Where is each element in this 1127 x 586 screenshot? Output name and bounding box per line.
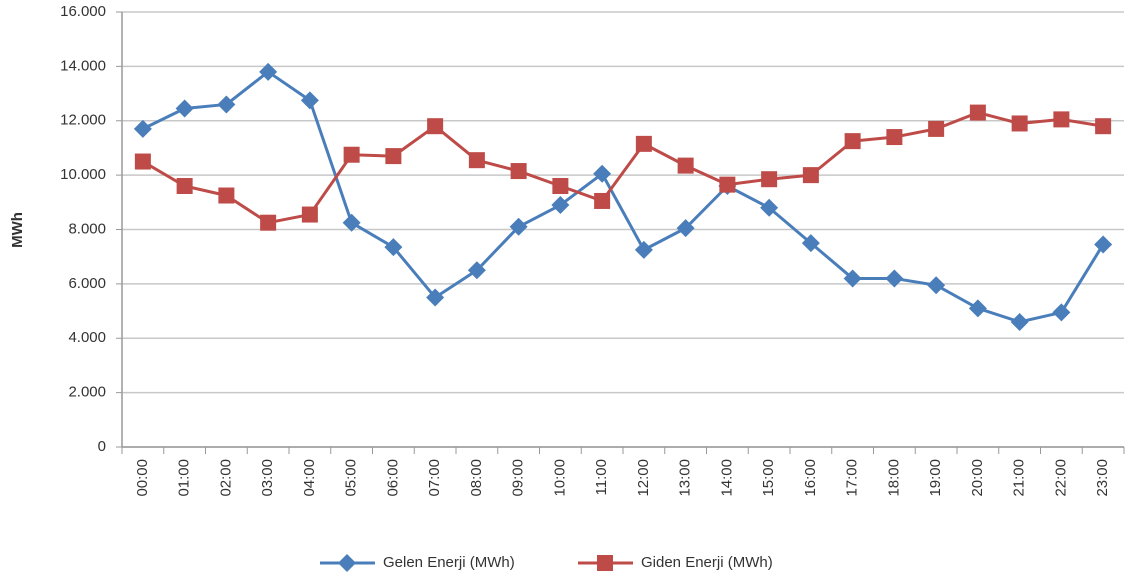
- data-point: [509, 217, 528, 236]
- x-tick-label: 02:00: [217, 459, 234, 497]
- data-point: [802, 167, 819, 184]
- data-point: [427, 118, 444, 135]
- data-point: [1053, 111, 1070, 128]
- y-tick-label: 8.000: [68, 220, 106, 237]
- x-tick-label: 18:00: [885, 459, 902, 497]
- y-tick-label: 14.000: [60, 57, 106, 74]
- x-tick-label: 03:00: [259, 459, 276, 497]
- data-point: [426, 288, 445, 307]
- data-point: [760, 198, 779, 217]
- legend-marker: [338, 554, 356, 572]
- x-tick-label: 01:00: [176, 459, 193, 497]
- x-tick-label: 09:00: [510, 459, 527, 497]
- data-point: [635, 135, 652, 152]
- x-tick-label: 23:00: [1094, 459, 1111, 497]
- x-tick-label: 12:00: [635, 459, 652, 497]
- data-point: [677, 157, 694, 174]
- data-point: [1095, 118, 1112, 135]
- series-line: [142, 111, 1104, 225]
- data-point: [1052, 303, 1071, 322]
- data-point: [886, 129, 903, 146]
- data-point: [551, 196, 570, 215]
- data-point: [844, 133, 861, 150]
- x-tick-label: 07:00: [426, 459, 443, 497]
- x-tick-label: 14:00: [718, 459, 735, 497]
- data-point: [885, 269, 904, 288]
- x-tick-label: 17:00: [844, 459, 861, 497]
- data-point: [343, 146, 360, 163]
- x-tick-label: 21:00: [1011, 459, 1028, 497]
- data-point: [552, 178, 569, 194]
- data-point: [259, 62, 278, 81]
- series-line: [142, 70, 1105, 324]
- y-tick-label: 12.000: [60, 112, 106, 129]
- x-tick-label: 06:00: [384, 459, 401, 497]
- y-tick-label: 6.000: [68, 275, 106, 292]
- data-point: [634, 240, 653, 259]
- y-tick-label: 0: [98, 438, 106, 455]
- data-point: [1010, 312, 1029, 331]
- x-tick-label: 00:00: [134, 459, 151, 497]
- data-point: [301, 206, 318, 223]
- data-point: [467, 261, 486, 280]
- x-tick-label: 05:00: [343, 459, 360, 497]
- data-point: [385, 148, 402, 165]
- x-tick-label: 20:00: [969, 459, 986, 497]
- data-point: [134, 153, 151, 170]
- data-point: [175, 99, 194, 118]
- data-point: [843, 269, 862, 288]
- data-point: [260, 214, 277, 231]
- data-point: [218, 187, 235, 204]
- data-point: [593, 164, 612, 183]
- x-tick-label: 11:00: [593, 459, 610, 495]
- y-tick-label: 16.000: [60, 3, 106, 20]
- data-point: [761, 171, 778, 188]
- data-point: [1094, 235, 1113, 254]
- y-tick-label: 4.000: [68, 329, 106, 346]
- x-tick-label: 22:00: [1052, 459, 1069, 497]
- x-tick-label: 08:00: [468, 459, 485, 497]
- legend-marker: [597, 555, 613, 571]
- y-tick-label: 10.000: [60, 166, 106, 183]
- data-point: [176, 178, 193, 194]
- data-point: [968, 299, 987, 318]
- data-point: [468, 152, 485, 169]
- data-point: [133, 119, 152, 138]
- data-point: [1011, 115, 1028, 132]
- data-point: [384, 238, 403, 257]
- data-point: [928, 120, 945, 137]
- x-tick-label: 16:00: [802, 459, 819, 497]
- legend-label: Gelen Enerji (MWh): [383, 554, 515, 571]
- y-tick-label: 2.000: [68, 384, 106, 401]
- data-point: [801, 234, 820, 253]
- y-axis-label: MWh: [9, 212, 26, 248]
- legend-label: Giden Enerji (MWh): [641, 554, 773, 571]
- data-point: [969, 104, 986, 121]
- data-point: [217, 95, 236, 114]
- data-point: [510, 163, 527, 180]
- x-tick-label: 15:00: [760, 459, 777, 497]
- data-point: [594, 192, 611, 209]
- data-point: [719, 176, 736, 193]
- x-tick-label: 10:00: [551, 459, 568, 497]
- x-tick-label: 13:00: [677, 459, 694, 497]
- data-point: [676, 219, 695, 238]
- x-tick-label: 19:00: [927, 459, 944, 497]
- data-point: [300, 91, 319, 110]
- x-tick-label: 04:00: [301, 459, 318, 497]
- data-point: [927, 276, 946, 295]
- data-point: [342, 213, 361, 232]
